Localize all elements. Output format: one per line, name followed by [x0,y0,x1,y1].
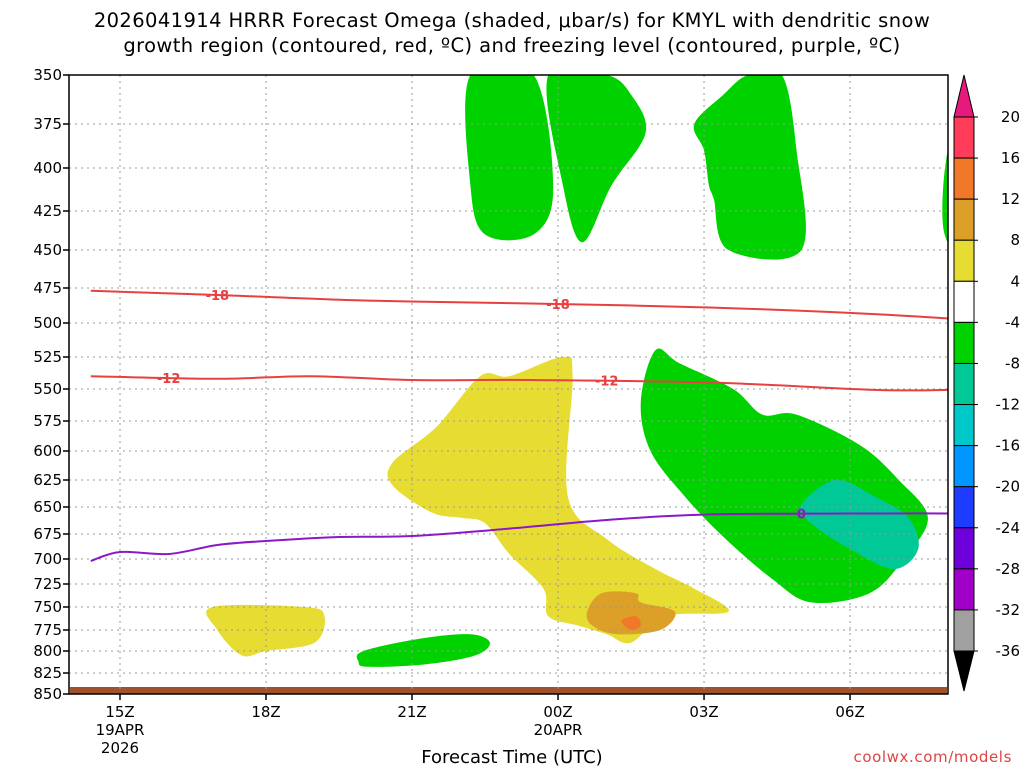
omega-region [942,149,948,244]
colorbar-label: -12 [996,396,1021,414]
source-credit: coolwx.com/models [853,748,1012,766]
colorbar-swatch [953,362,975,406]
y-tick-label: 400 [33,159,62,177]
x-axis-label: Forecast Time (UTC) [421,747,603,768]
colorbar-label: 4 [1010,272,1020,290]
y-tick-label: 650 [33,498,62,516]
colorbar-swatch [953,116,975,159]
x-tick-date: 19APR [96,721,145,739]
y-axis-ticks: 350 375 400 425 450 475 500 525 550 575 600 625 650 6… [33,66,69,703]
omega-region [586,591,676,635]
y-tick-label: 550 [33,380,62,398]
isotherm-label: 0 [797,508,806,523]
x-tick-label: 15Z [105,703,134,721]
x-tick-label: 18Z [251,703,280,721]
colorbar-label: -4 [1005,313,1020,331]
colorbar-label: -36 [996,642,1021,660]
y-tick-label: 375 [33,115,62,133]
colorbar-label: 16 [1001,149,1020,167]
grid-lines [69,75,948,694]
y-tick-label: 850 [33,685,62,703]
ground-strip-bar [70,687,947,694]
y-tick-label: 600 [33,442,62,460]
plot-border [68,74,949,695]
colorbar-swatch [953,609,975,652]
y-tick-label: 575 [33,412,62,430]
colorbar-swatch [953,280,975,323]
chart-title: 2026041914 HRRR Forecast Omega (shaded, … [0,8,1024,58]
colorbar-label: -20 [996,478,1021,496]
colorbar-swatch [953,404,975,447]
colorbar-label: -28 [996,560,1021,578]
omega-region [465,75,554,241]
y-tick-label: 625 [33,471,62,489]
y-tick-label: 725 [33,575,62,593]
isotherm-label: -18 [546,298,570,313]
x-tick-label: 03Z [689,703,718,721]
colorbar-label: 8 [1010,231,1020,249]
omega-region [546,75,647,243]
colorbar-swatch [953,445,975,488]
omega-shading [206,75,948,667]
colorbar-overflow-high [953,74,975,118]
colorbar-label: -16 [996,437,1021,455]
colorbar-label: 12 [1001,190,1020,208]
omega-region [693,75,806,260]
colorbar-label: -32 [996,601,1021,619]
y-tick-label: 525 [33,348,62,366]
omega-region [356,634,490,667]
y-tick-label: 450 [33,241,62,259]
colorbar-label: -24 [996,519,1021,537]
x-tick-label: 00Z [543,703,572,721]
x-tick-year: 2026 [101,739,139,757]
y-tick-label: 700 [33,550,62,568]
y-tick-label: 775 [33,621,62,639]
omega-region [387,356,729,644]
colorbar-label: 20 [1001,108,1020,126]
colorbar-swatch [953,321,975,364]
y-tick-label: 800 [33,642,62,660]
x-tick-date: 20APR [534,721,583,739]
y-tick-label: 475 [33,279,62,297]
chart-title-line-2: growth region (contoured, red, ºC) and f… [123,34,901,57]
isotherm-label: -12 [595,375,619,390]
colorbar-swatch [953,568,975,611]
colorbar-swatch [953,486,975,529]
isotherm-line [90,375,948,392]
colorbar-swatch [953,157,975,200]
y-tick-label: 750 [33,598,62,616]
chart-title-line-1: 2026041914 HRRR Forecast Omega (shaded, … [93,9,931,32]
omega-region [800,479,919,569]
contour-lines: -18 -18 -12 -12 0 [90,289,948,562]
isotherm-label: -12 [157,372,181,387]
colorbar-swatch [953,198,975,241]
omega-region [621,616,641,631]
colorbar-label: -8 [1005,354,1020,372]
colorbar-swatch [953,527,975,570]
y-tick-label: 500 [33,314,62,332]
colorbar-swatch [953,239,975,282]
colorbar: 20 16 12 8 4 -4 -8 -12 -16 -20 -24 -28 -32 -36 [953,74,1021,692]
x-tick-label: 06Z [835,703,864,721]
x-tick-label: 21Z [397,703,426,721]
y-tick-label: 350 [33,66,62,84]
ground-strip [70,687,947,694]
colorbar-overflow-low [953,650,975,692]
isotherm-line [90,289,948,320]
plot-frame [68,74,949,695]
isotherm-label: -18 [206,289,230,304]
y-tick-label: 425 [33,202,62,220]
omega-region [206,604,325,657]
y-tick-label: 675 [33,525,62,543]
isotherm-line [90,512,948,562]
y-tick-label: 825 [33,664,62,682]
